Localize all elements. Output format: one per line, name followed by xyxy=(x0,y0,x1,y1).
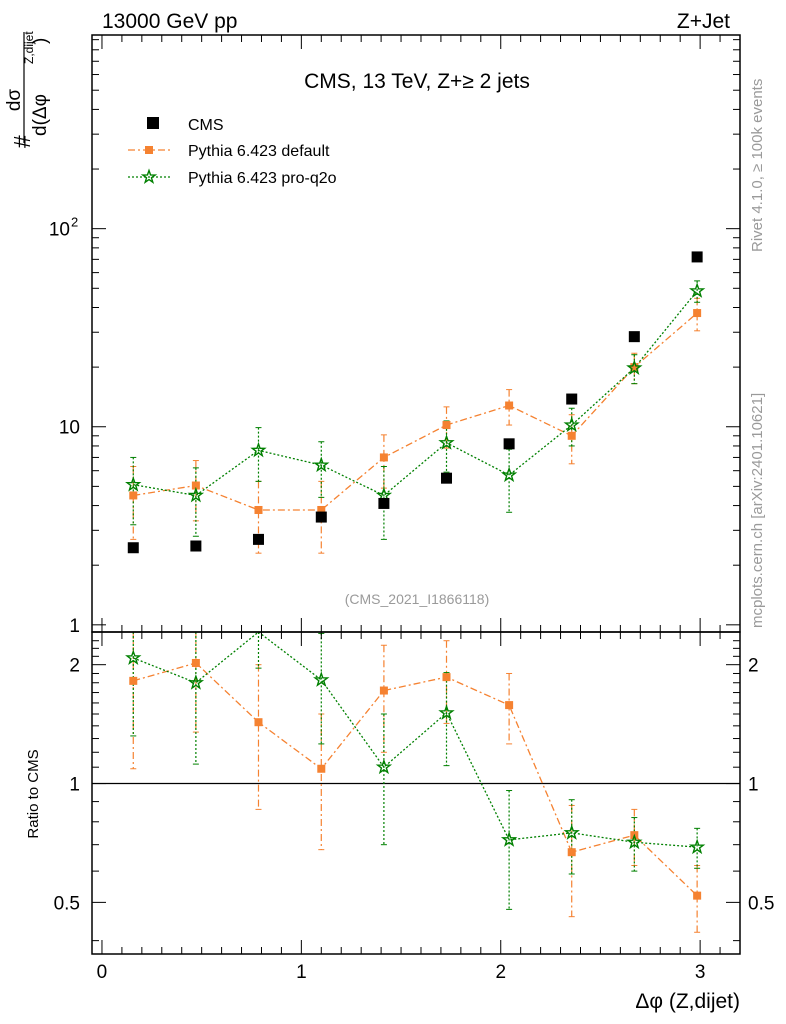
pythia-proq2o-ratio-point xyxy=(313,671,330,687)
cms-data-point xyxy=(190,540,202,552)
pythia-default-point xyxy=(505,401,514,410)
legend-label-pythia-default: Pythia 6.423 default xyxy=(188,143,330,160)
pythia-default-ratio-point xyxy=(505,701,514,710)
pythia-proq2o-point xyxy=(313,456,330,473)
pythia-default-ratio-point xyxy=(129,676,138,685)
x-tick-label: 0 xyxy=(97,962,108,983)
cms-data-point xyxy=(691,251,703,263)
y-tick-label: 10 xyxy=(59,418,80,439)
pythia-proq2o-ratio-point xyxy=(187,674,205,690)
chart-title: CMS, 13 TeV, Z+≥ 2 jets xyxy=(304,70,530,93)
ratio-y-tick-label: 1 xyxy=(748,775,759,796)
main-line-1 xyxy=(133,312,698,511)
main-y-axis-label: # dσ d(Δφ Z,dijet ) xyxy=(4,31,51,148)
x-tick-label: 1 xyxy=(296,962,307,983)
pythia-default-ratio-point xyxy=(191,658,200,667)
header-collision-label: 13000 GeV pp xyxy=(102,10,237,33)
x-tick-label: 2 xyxy=(495,962,506,983)
pythia-proq2o-point xyxy=(500,466,518,483)
legend-marker-cms xyxy=(147,117,159,129)
y-label-close: ) xyxy=(30,38,51,44)
cms-data-point xyxy=(252,533,264,545)
pythia-default-point xyxy=(567,431,576,440)
mcplots-source-label: mcplots.cern.ch [arXiv:2401.10621] xyxy=(749,393,766,628)
cms-data-point xyxy=(315,511,327,523)
cms-data-point xyxy=(503,438,515,450)
pythia-proq2o-ratio-point xyxy=(375,758,393,775)
x-tick-label: 3 xyxy=(695,962,706,983)
pythia-default-ratio-point xyxy=(317,764,326,773)
pythia-proq2o-ratio-point xyxy=(626,833,643,850)
cms-data-point xyxy=(127,542,139,554)
ratio-plot-frame xyxy=(91,631,741,955)
y-tick-label-exponent: 2 xyxy=(71,215,78,230)
pythia-default-ratio-point xyxy=(693,891,702,900)
main-line-2 xyxy=(133,290,698,497)
ratio-line-2 xyxy=(133,631,698,848)
pythia-default-ratio-point xyxy=(379,686,388,695)
pythia-proq2o-ratio-point xyxy=(438,704,455,720)
pythia-proq2o-point xyxy=(125,476,142,492)
pythia-default-point xyxy=(254,505,263,514)
ratio-y-tick-label: 2 xyxy=(748,656,759,677)
legend-marker-pythia-default xyxy=(145,146,153,154)
pythia-default-ratio-point xyxy=(442,673,451,682)
pythia-proq2o-point xyxy=(626,359,643,375)
ratio-y-tick-label: 0.5 xyxy=(54,893,80,914)
header-process-label: Z+Jet xyxy=(677,10,730,33)
legend-marker-pythia-proq2o xyxy=(140,168,158,184)
pythia-default-point xyxy=(693,309,702,318)
legend-label-pythia-proq2o: Pythia 6.423 pro-q2o xyxy=(188,170,337,187)
ratio-line-1 xyxy=(133,662,698,897)
pythia-default-point xyxy=(317,505,326,514)
cms-data-point xyxy=(628,331,640,343)
pythia-default-point xyxy=(191,481,200,490)
rivet-version-label: Rivet 4.1.0, ≥ 100k events xyxy=(749,79,766,252)
y-label-hash: # xyxy=(9,135,35,148)
cms-data-point xyxy=(441,472,453,484)
pythia-default-point xyxy=(379,453,388,462)
pythia-proq2o-point xyxy=(563,416,580,433)
pythia-default-point xyxy=(129,491,138,500)
pythia-proq2o-ratio-point xyxy=(500,831,518,847)
y-tick-label: 1 xyxy=(69,616,80,637)
pythia-proq2o-point xyxy=(250,441,267,458)
y-tick-label: 10 xyxy=(49,220,70,241)
x-axis-label: Δφ (Z,dijet) xyxy=(635,990,740,1013)
cms-data-point xyxy=(378,497,390,509)
legend-label-cms: CMS xyxy=(188,117,224,134)
y-label-numerator: dσ xyxy=(4,89,25,112)
pythia-default-ratio-point xyxy=(254,718,263,727)
pythia-proq2o-ratio-point xyxy=(688,838,706,855)
analysis-id: (CMS_2021_I1866118) xyxy=(345,591,490,607)
y-label-superscript: Z,dijet xyxy=(22,31,36,64)
ratio-y-tick-label: 2 xyxy=(69,656,80,677)
cms-data-point xyxy=(566,393,578,405)
pythia-default-ratio-point xyxy=(567,848,576,857)
pythia-proq2o-point xyxy=(438,434,455,450)
legend: CMS Pythia 6.423 default Pythia 6.423 pr… xyxy=(128,117,337,187)
ratio-y-tick-label: 0.5 xyxy=(748,893,774,914)
pythia-default-point xyxy=(442,421,451,430)
ratio-y-tick-label: 1 xyxy=(69,775,80,796)
pythia-proq2o-point xyxy=(187,486,205,503)
y-label-denominator: d(Δφ xyxy=(30,94,51,136)
pythia-proq2o-ratio-point xyxy=(563,824,580,840)
pythia-default-point xyxy=(630,363,639,372)
ratio-y-axis-label: Ratio to CMS xyxy=(25,749,42,838)
pythia-proq2o-ratio-point xyxy=(125,649,142,665)
pythia-proq2o-point xyxy=(688,282,706,298)
